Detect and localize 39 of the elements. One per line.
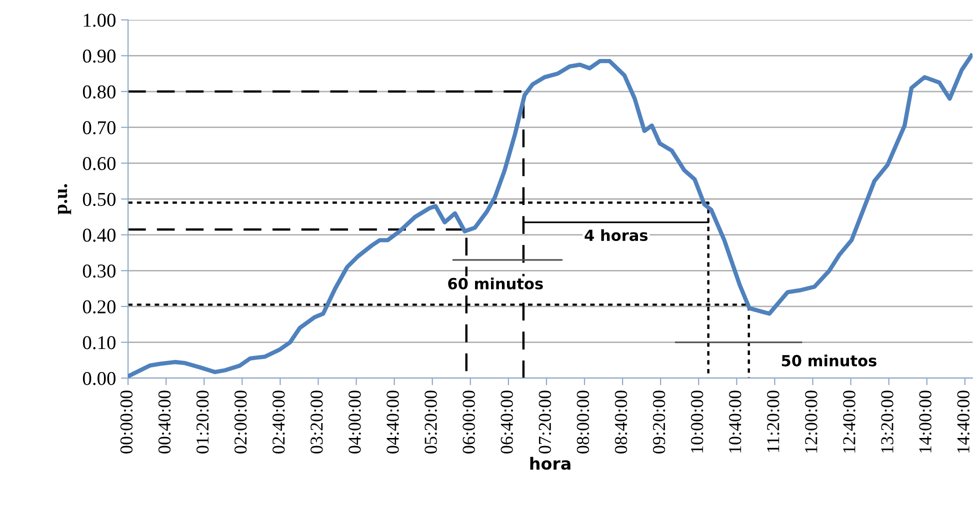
y-tick-label: 0.10 bbox=[82, 336, 116, 350]
x-tick-label: 14:00:00 bbox=[919, 390, 932, 453]
y-tick-label: 0.60 bbox=[82, 156, 116, 170]
annotation: 4 horas bbox=[584, 229, 648, 242]
x-tick-label: 10:00:00 bbox=[690, 390, 704, 453]
y-tick-label: 0.20 bbox=[82, 300, 116, 314]
x-tick-label: 06:00:00 bbox=[462, 390, 475, 454]
annotation: 60 minutos bbox=[448, 278, 543, 290]
x-axis-title: hora bbox=[530, 456, 570, 470]
y-tick-label: 0.80 bbox=[82, 85, 116, 99]
x-tick-label: 08:40:00 bbox=[614, 390, 628, 454]
x-tick-label: 00:00:00 bbox=[120, 390, 133, 454]
x-tick-label: 02:00:00 bbox=[234, 390, 247, 454]
x-tick-label: 02:40:00 bbox=[272, 390, 285, 454]
y-tick-label: 0.30 bbox=[82, 264, 116, 278]
x-tick-label: 14:40:00 bbox=[957, 390, 970, 453]
x-tick-label: 07:20:00 bbox=[538, 390, 552, 454]
y-tick-label: 0.00 bbox=[82, 372, 116, 386]
x-tick-label: 00:40:00 bbox=[158, 390, 171, 454]
x-tick-label: 05:20:00 bbox=[424, 390, 437, 454]
x-tick-label: 11:20:00 bbox=[767, 390, 780, 452]
x-tick-label: 13:20:00 bbox=[881, 390, 894, 453]
y-tick-label: 0.50 bbox=[82, 192, 116, 206]
x-tick-label: 12:40:00 bbox=[843, 390, 856, 453]
x-tick-label: 10:40:00 bbox=[729, 390, 742, 453]
y-tick-label: 0.40 bbox=[82, 228, 116, 242]
x-tick-label: 04:00:00 bbox=[348, 390, 361, 454]
y-axis-title: p.u. bbox=[58, 184, 72, 214]
y-tick-label: 0.90 bbox=[82, 50, 116, 63]
annotation: 50 minutos bbox=[782, 354, 876, 366]
y-tick-label: 1.00 bbox=[84, 14, 116, 27]
x-tick-label: 03:20:00 bbox=[310, 390, 323, 454]
x-tick-label: 01:20:00 bbox=[196, 390, 209, 454]
x-tick-label: 08:00:00 bbox=[576, 390, 590, 454]
x-tick-label: 06:40:00 bbox=[500, 390, 514, 454]
x-tick-label: 04:40:00 bbox=[386, 390, 399, 454]
x-tick-label: 12:00:00 bbox=[805, 390, 818, 453]
y-tick-label: 0.70 bbox=[82, 121, 116, 134]
x-tick-label: 09:20:00 bbox=[652, 390, 666, 454]
